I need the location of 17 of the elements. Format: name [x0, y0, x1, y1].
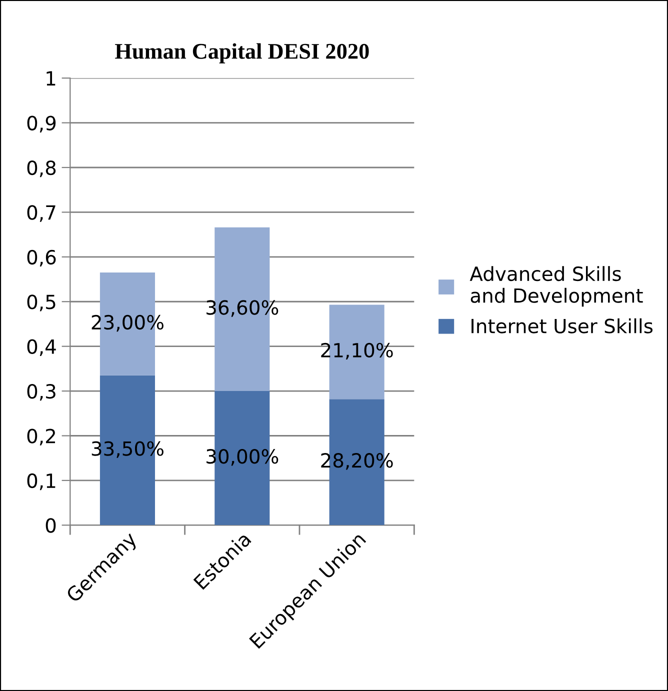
chart-title: Human Capital DESI 2020 — [115, 43, 369, 64]
y-tick-label: 0,7 — [27, 205, 56, 222]
y-tick-label: 0,6 — [27, 250, 56, 267]
y-tick-label: 0,4 — [27, 339, 56, 356]
y-tick-label: 1 — [46, 71, 56, 86]
data-label: 36,60% — [206, 300, 278, 317]
legend-label: Advanced Skills and Development — [470, 266, 643, 307]
data-label: 23,00% — [92, 314, 164, 332]
y-tick-label: 0,5 — [27, 294, 56, 312]
legend-label: Internet User Skills — [472, 318, 653, 334]
y-tick-label: 0,8 — [27, 160, 56, 178]
y-tick-label: 0,9 — [27, 116, 56, 132]
y-tick-label: 0,1 — [27, 473, 56, 490]
y-tick-label: 0 — [46, 518, 56, 533]
y-tick-label: 0,2 — [27, 428, 55, 446]
data-label: 21,10% — [321, 342, 393, 360]
y-tick-label: 0,3 — [27, 384, 56, 401]
